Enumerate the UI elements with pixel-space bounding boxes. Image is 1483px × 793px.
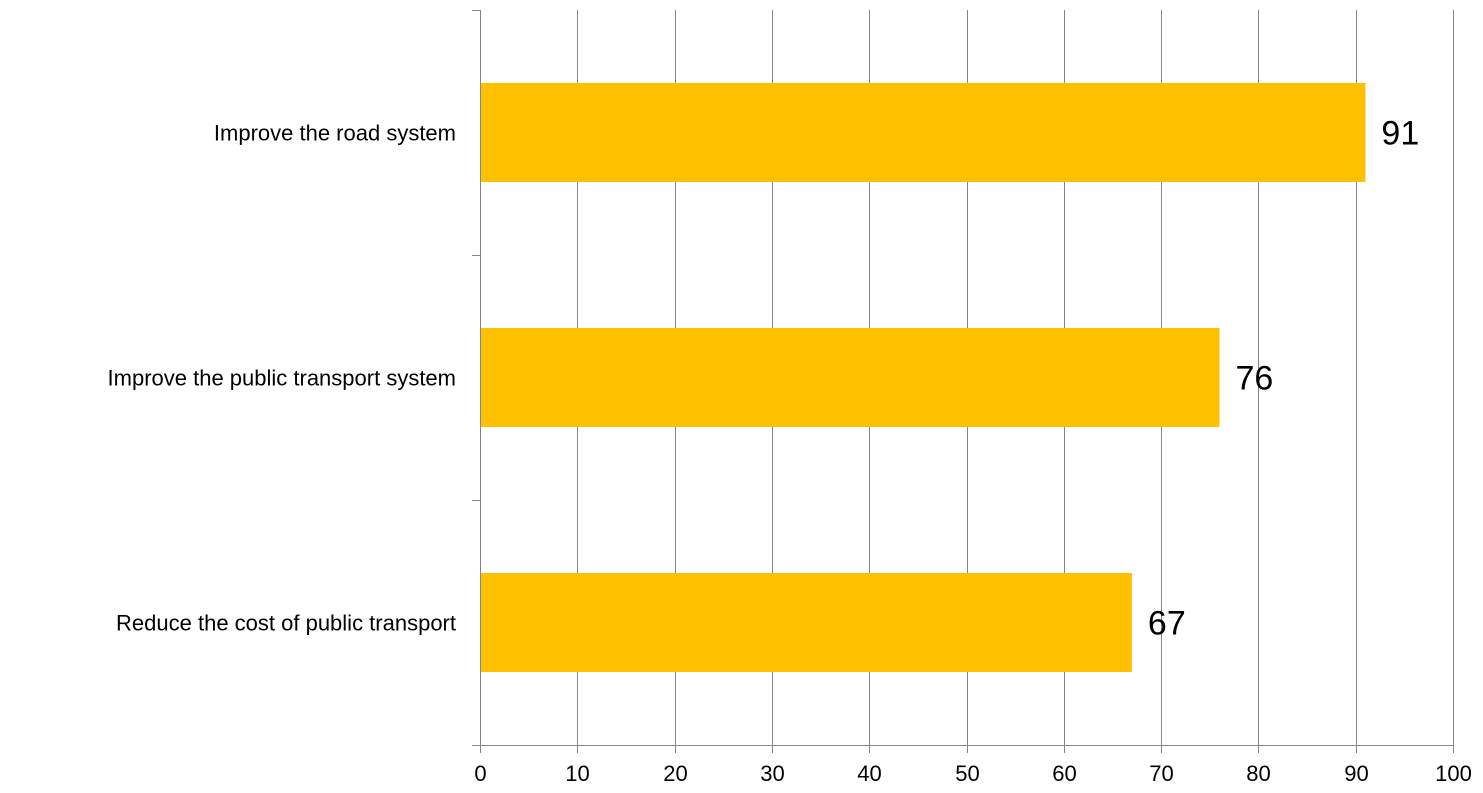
category-label: Improve the public transport system [108,366,456,391]
category-label: Reduce the cost of public transport [116,611,456,636]
x-tick-label: 80 [1246,761,1270,786]
x-tick-label: 100 [1435,761,1472,786]
category-label: Improve the road system [214,121,456,146]
x-tick-label: 40 [857,761,881,786]
x-tick-label: 70 [1149,761,1173,786]
x-tick-label: 60 [1052,761,1076,786]
x-tick-label: 0 [474,761,486,786]
x-tick-label: 90 [1344,761,1368,786]
bar [481,573,1132,672]
axes [472,10,1454,753]
bars [481,83,1366,672]
x-tick-label: 30 [760,761,784,786]
labels: 0 10 20 30 40 50 60 70 80 90 100 Improve the road s… [108,115,1472,787]
bar [481,328,1220,427]
x-tick-label: 50 [955,761,979,786]
data-label: 76 [1235,360,1273,398]
bar [481,83,1366,182]
x-tick-label: 20 [663,761,687,786]
data-label: 67 [1148,605,1186,643]
data-label: 91 [1381,115,1419,153]
x-tick-label: 10 [565,761,589,786]
